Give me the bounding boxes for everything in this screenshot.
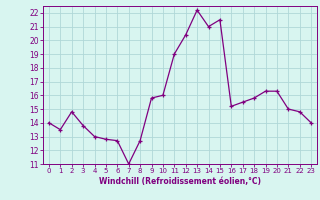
- X-axis label: Windchill (Refroidissement éolien,°C): Windchill (Refroidissement éolien,°C): [99, 177, 261, 186]
